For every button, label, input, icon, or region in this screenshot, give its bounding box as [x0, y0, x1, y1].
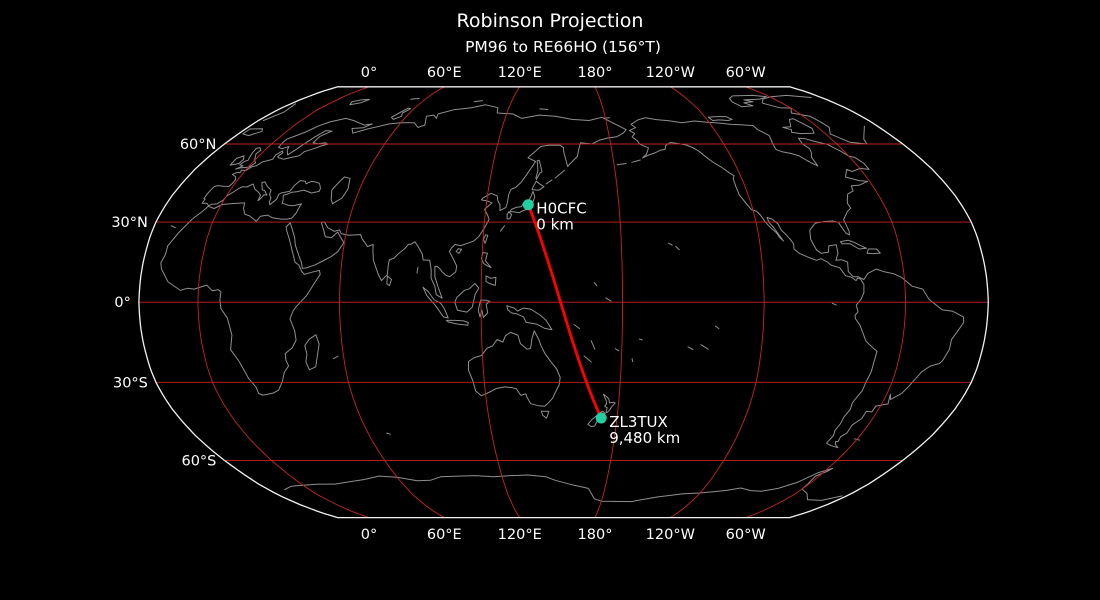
coastline-new_guinea	[506, 305, 553, 331]
axis-label-top-1: 60°E	[427, 65, 462, 81]
axis-label-left-1: 30°N	[111, 215, 148, 231]
coastline-hainan	[455, 248, 463, 254]
axis-label-left-2: 0°	[114, 295, 130, 311]
island-chain	[583, 355, 592, 363]
coastline-australia	[468, 330, 561, 407]
island-chain	[386, 432, 391, 435]
marker-distance-label: 0 km	[536, 216, 574, 234]
coastline-sumatra	[422, 286, 449, 319]
great-circle-path	[526, 203, 603, 420]
coastline-borneo	[454, 283, 480, 313]
coastline-japan_kyushu	[506, 211, 513, 220]
island-chain	[675, 245, 680, 251]
island-chain	[616, 163, 627, 166]
coastline-eurasia_africa	[160, 104, 627, 396]
axis-label-bottom-2: 120°E	[498, 527, 542, 543]
coastline-tasmania	[540, 410, 550, 419]
axis-label-top-4: 120°W	[646, 65, 695, 81]
island-chain	[554, 169, 566, 179]
axis-label-top-2: 120°E	[498, 65, 542, 81]
axis-label-top-3: 180°	[578, 65, 613, 81]
meridian-line-4	[670, 86, 765, 518]
coastline-madagascar	[304, 334, 320, 371]
coastline-novaya_zemlya	[390, 107, 412, 120]
island-chain	[545, 179, 553, 185]
island-chain	[593, 281, 598, 287]
coastline-greenland	[263, 94, 868, 145]
coastline-sakhalin	[535, 159, 543, 181]
marker-callsign-label: ZL3TUX	[609, 413, 668, 431]
island-chain	[539, 108, 549, 110]
graticule-layer	[138, 86, 989, 519]
coastline-baffin	[782, 118, 815, 135]
island-chain	[410, 97, 420, 100]
axis-label-left-0: 60°N	[180, 137, 217, 153]
island-chain	[614, 348, 620, 352]
coastline-sulawesi	[477, 299, 491, 318]
coastline-iceland	[242, 128, 264, 137]
coastline-britain	[235, 147, 262, 170]
axis-label-top-0: 0°	[361, 65, 377, 81]
coastlines-layer	[160, 94, 965, 503]
coastline-svalbard	[349, 98, 371, 106]
coastline-japan_hokkaido	[531, 180, 545, 191]
island-chain	[667, 242, 673, 246]
coastline-ellesmere	[729, 94, 768, 108]
axis-label-bottom-5: 60°W	[726, 527, 766, 543]
map-subtitle: PM96 to RE66HO (156°T)	[465, 38, 661, 56]
coastline-mindanao	[485, 275, 497, 286]
coastline-victoria_island	[707, 116, 733, 121]
coastline-antarctica	[284, 467, 843, 503]
island-chain	[333, 355, 339, 360]
island-chain	[590, 340, 596, 350]
coastline-luzon	[481, 252, 492, 268]
island-chain	[831, 302, 837, 306]
meridian-line-0	[197, 86, 370, 519]
coastline-americas	[629, 117, 965, 449]
island-chain	[700, 344, 709, 350]
island-chain	[714, 325, 720, 330]
island-chain	[605, 297, 612, 302]
axis-label-bottom-1: 60°E	[427, 527, 462, 543]
meridian-line-1	[339, 86, 445, 518]
axis-label-left-4: 60°S	[181, 453, 216, 469]
coastline-taiwan	[483, 234, 489, 244]
coastline-ireland	[229, 155, 245, 166]
coastline-sri_lanka	[386, 275, 392, 287]
meridian-line-3	[594, 86, 624, 518]
island-chain	[170, 225, 176, 229]
coastline-cuba	[840, 239, 868, 250]
meridian-line-2	[480, 86, 521, 518]
island-chain	[631, 159, 641, 163]
island-chain	[631, 358, 634, 362]
island-chain	[500, 225, 505, 232]
island-chain	[638, 338, 643, 341]
station-marker-H0CFC	[522, 199, 534, 211]
marker-distance-label: 9,480 km	[609, 429, 680, 447]
island-chain	[573, 324, 581, 330]
axis-label-top-5: 60°W	[726, 65, 766, 81]
island-chain	[473, 100, 484, 103]
page-title: Robinson Projection	[456, 10, 644, 32]
island-chain	[687, 346, 694, 350]
coastline-caspian_sea	[330, 176, 351, 205]
axis-label-bottom-0: 0°	[361, 527, 377, 543]
axis-label-bottom-3: 180°	[578, 527, 613, 543]
axis-label-bottom-4: 120°W	[646, 527, 695, 543]
map-outline	[138, 86, 989, 519]
coastline-nz_north_island	[602, 393, 616, 413]
marker-callsign-label: H0CFC	[536, 200, 586, 218]
axis-label-left-3: 30°S	[113, 375, 148, 391]
island-chain	[416, 266, 419, 274]
meridian-line-5	[745, 86, 907, 519]
station-marker-ZL3TUX	[595, 412, 607, 424]
coastline-java	[445, 319, 469, 326]
coastline-hispaniola	[866, 248, 881, 255]
